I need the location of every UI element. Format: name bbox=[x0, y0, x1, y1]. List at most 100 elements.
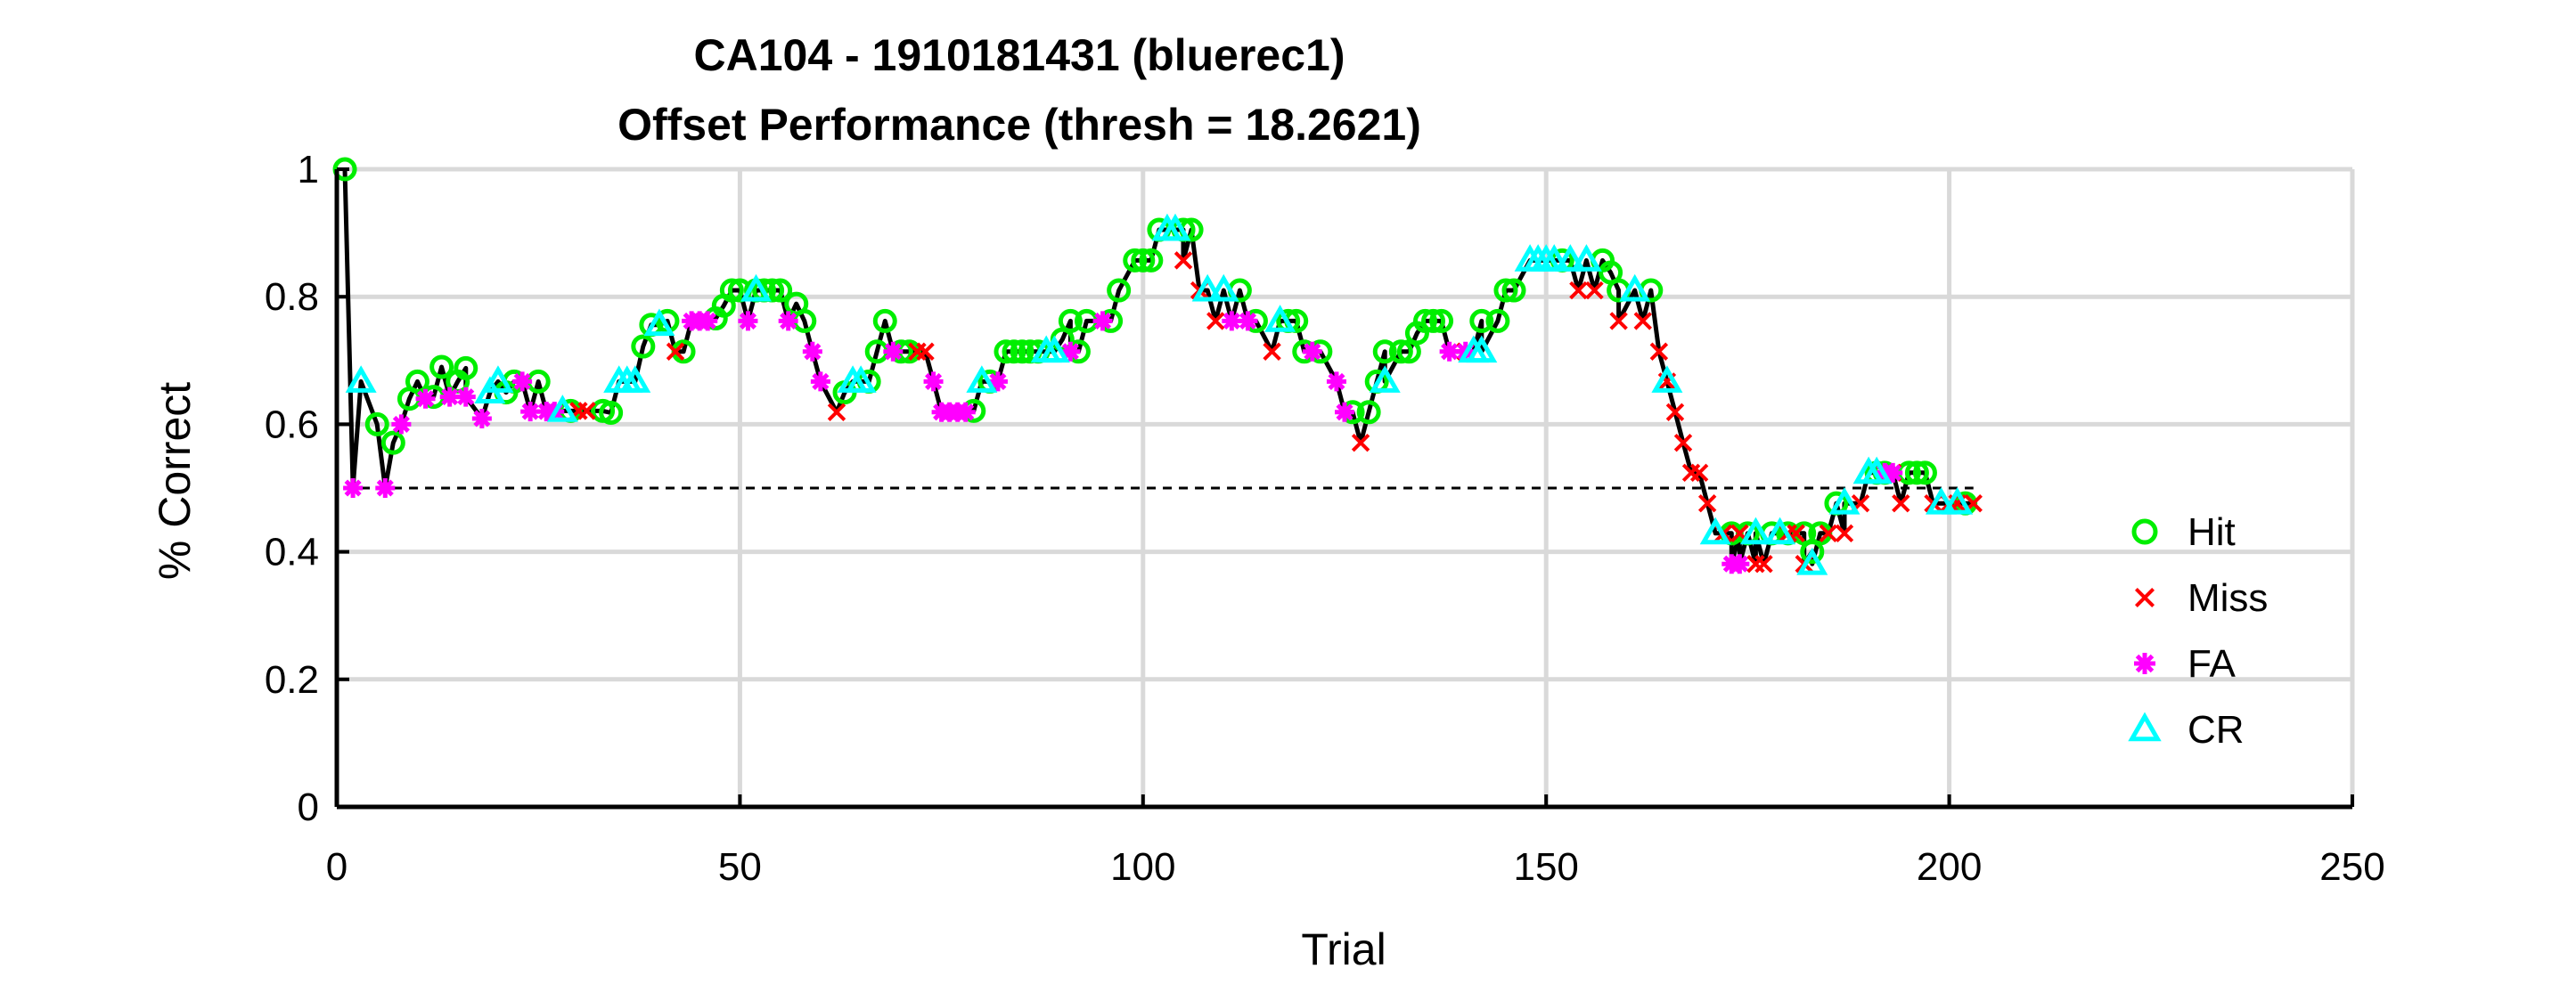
data-point-cr bbox=[1739, 517, 1771, 545]
x-tick-label: 50 bbox=[718, 845, 762, 889]
data-point-hit bbox=[1429, 308, 1454, 333]
asterisk-mark bbox=[375, 478, 396, 498]
data-point-fa bbox=[375, 478, 396, 498]
circle-mark bbox=[1421, 308, 1446, 333]
triangle-mark bbox=[1038, 335, 1070, 363]
data-point-cr bbox=[619, 365, 651, 393]
data-point-hit bbox=[1131, 248, 1156, 273]
series-fa bbox=[343, 311, 1903, 574]
y-tick-label: 0.4 bbox=[265, 531, 319, 574]
x-mark bbox=[827, 403, 846, 422]
circle-mark bbox=[994, 339, 1018, 364]
circle-mark bbox=[429, 354, 454, 379]
data-point-cr bbox=[1207, 273, 1239, 302]
asterisk-mark bbox=[1222, 311, 1242, 331]
data-point-fa bbox=[455, 387, 476, 407]
data-point-miss bbox=[1633, 312, 1652, 330]
data-point-cr bbox=[1554, 244, 1586, 272]
x-mark bbox=[1665, 403, 1685, 422]
data-point-cr bbox=[1466, 335, 1498, 363]
data-point-miss bbox=[1665, 403, 1685, 422]
data-point-cr bbox=[546, 395, 578, 422]
circle-mark bbox=[1388, 339, 1413, 364]
asterisk-mark bbox=[343, 478, 364, 498]
data-point-hit bbox=[994, 339, 1018, 364]
triangle-mark bbox=[1764, 517, 1796, 545]
triangle-mark bbox=[1739, 517, 1771, 545]
triangle-mark bbox=[619, 365, 651, 393]
data-point-cr bbox=[1619, 273, 1651, 302]
circle-mark bbox=[1501, 278, 1526, 303]
data-point-hit bbox=[599, 401, 624, 426]
triangle-mark bbox=[845, 365, 877, 393]
asterisk-mark bbox=[883, 341, 904, 362]
asterisk-mark bbox=[923, 371, 944, 392]
data-point-fa bbox=[1222, 311, 1242, 331]
triangle-mark bbox=[1159, 213, 1191, 241]
data-point-fa bbox=[1238, 311, 1258, 331]
data-point-hit bbox=[1412, 308, 1437, 333]
data-point-miss bbox=[916, 342, 935, 361]
x-mark bbox=[1835, 524, 1854, 543]
data-point-fa bbox=[343, 478, 364, 498]
triangle-mark bbox=[1699, 517, 1731, 545]
asterisk-mark bbox=[1335, 402, 1354, 422]
axes bbox=[334, 167, 2354, 810]
data-point-miss bbox=[666, 342, 685, 361]
x-mark bbox=[1819, 524, 1838, 543]
x-mark bbox=[1673, 433, 1693, 452]
triangle-mark bbox=[1942, 486, 1974, 515]
x-mark bbox=[1174, 251, 1193, 270]
triangle-mark bbox=[1538, 244, 1570, 272]
data-point-fa bbox=[923, 371, 944, 392]
trial-markers bbox=[332, 157, 1983, 575]
data-point-fa bbox=[802, 341, 822, 362]
legend-label-hit: Hit bbox=[2188, 510, 2236, 554]
legend-marker-fa bbox=[2134, 653, 2155, 674]
triangle-mark bbox=[1554, 244, 1586, 272]
triangle-mark bbox=[1207, 273, 1239, 302]
data-point-miss bbox=[1263, 342, 1281, 361]
triangle-mark bbox=[1570, 244, 1602, 272]
data-point-miss bbox=[1206, 312, 1225, 330]
data-point-cr bbox=[1570, 244, 1602, 272]
circle-mark bbox=[1123, 248, 1148, 273]
circle-mark bbox=[1493, 278, 1518, 303]
asterisk-mark bbox=[778, 311, 798, 331]
data-point-hit bbox=[364, 411, 389, 436]
data-point-fa bbox=[1092, 311, 1113, 331]
circle-mark bbox=[1139, 248, 1164, 273]
circle-mark bbox=[1131, 248, 1156, 273]
circle-mark bbox=[1002, 339, 1026, 364]
data-point-cr bbox=[1699, 517, 1731, 545]
data-point-miss bbox=[1673, 433, 1693, 452]
x-mark bbox=[1633, 312, 1652, 330]
legend-marker-hit bbox=[2131, 518, 2158, 545]
data-point-cr bbox=[1264, 305, 1296, 332]
circle-mark bbox=[1469, 308, 1494, 333]
triangle-mark bbox=[1651, 365, 1683, 393]
asterisk-mark bbox=[1060, 341, 1081, 362]
x-mark bbox=[1585, 281, 1604, 300]
x-mark bbox=[1649, 342, 1669, 361]
data-point-hit bbox=[454, 355, 478, 380]
triangle-mark bbox=[546, 395, 578, 422]
chart-subtitle: Offset Performance (thresh = 18.2621) bbox=[617, 100, 1421, 150]
triangle-mark bbox=[1926, 486, 1958, 515]
data-point-hit bbox=[1912, 460, 1937, 485]
triangle-mark bbox=[1466, 335, 1498, 363]
data-point-cr bbox=[1369, 365, 1401, 393]
tick-labels: 0 50 100 150 200 250 0 0.2 0.4 0.6 0.8 1 bbox=[265, 148, 2385, 889]
data-point-cr bbox=[1651, 365, 1683, 393]
x-mark bbox=[577, 402, 596, 420]
triangle-mark bbox=[1264, 305, 1296, 332]
data-point-fa bbox=[987, 371, 1008, 392]
circle-mark bbox=[1372, 339, 1397, 364]
data-point-fa bbox=[520, 402, 541, 422]
asterisk-mark bbox=[512, 371, 533, 392]
legend-marker-cr bbox=[2128, 712, 2162, 742]
data-point-hit bbox=[1107, 278, 1132, 303]
triangle-mark bbox=[1860, 456, 1893, 484]
asterisk-mark bbox=[1730, 554, 1750, 574]
